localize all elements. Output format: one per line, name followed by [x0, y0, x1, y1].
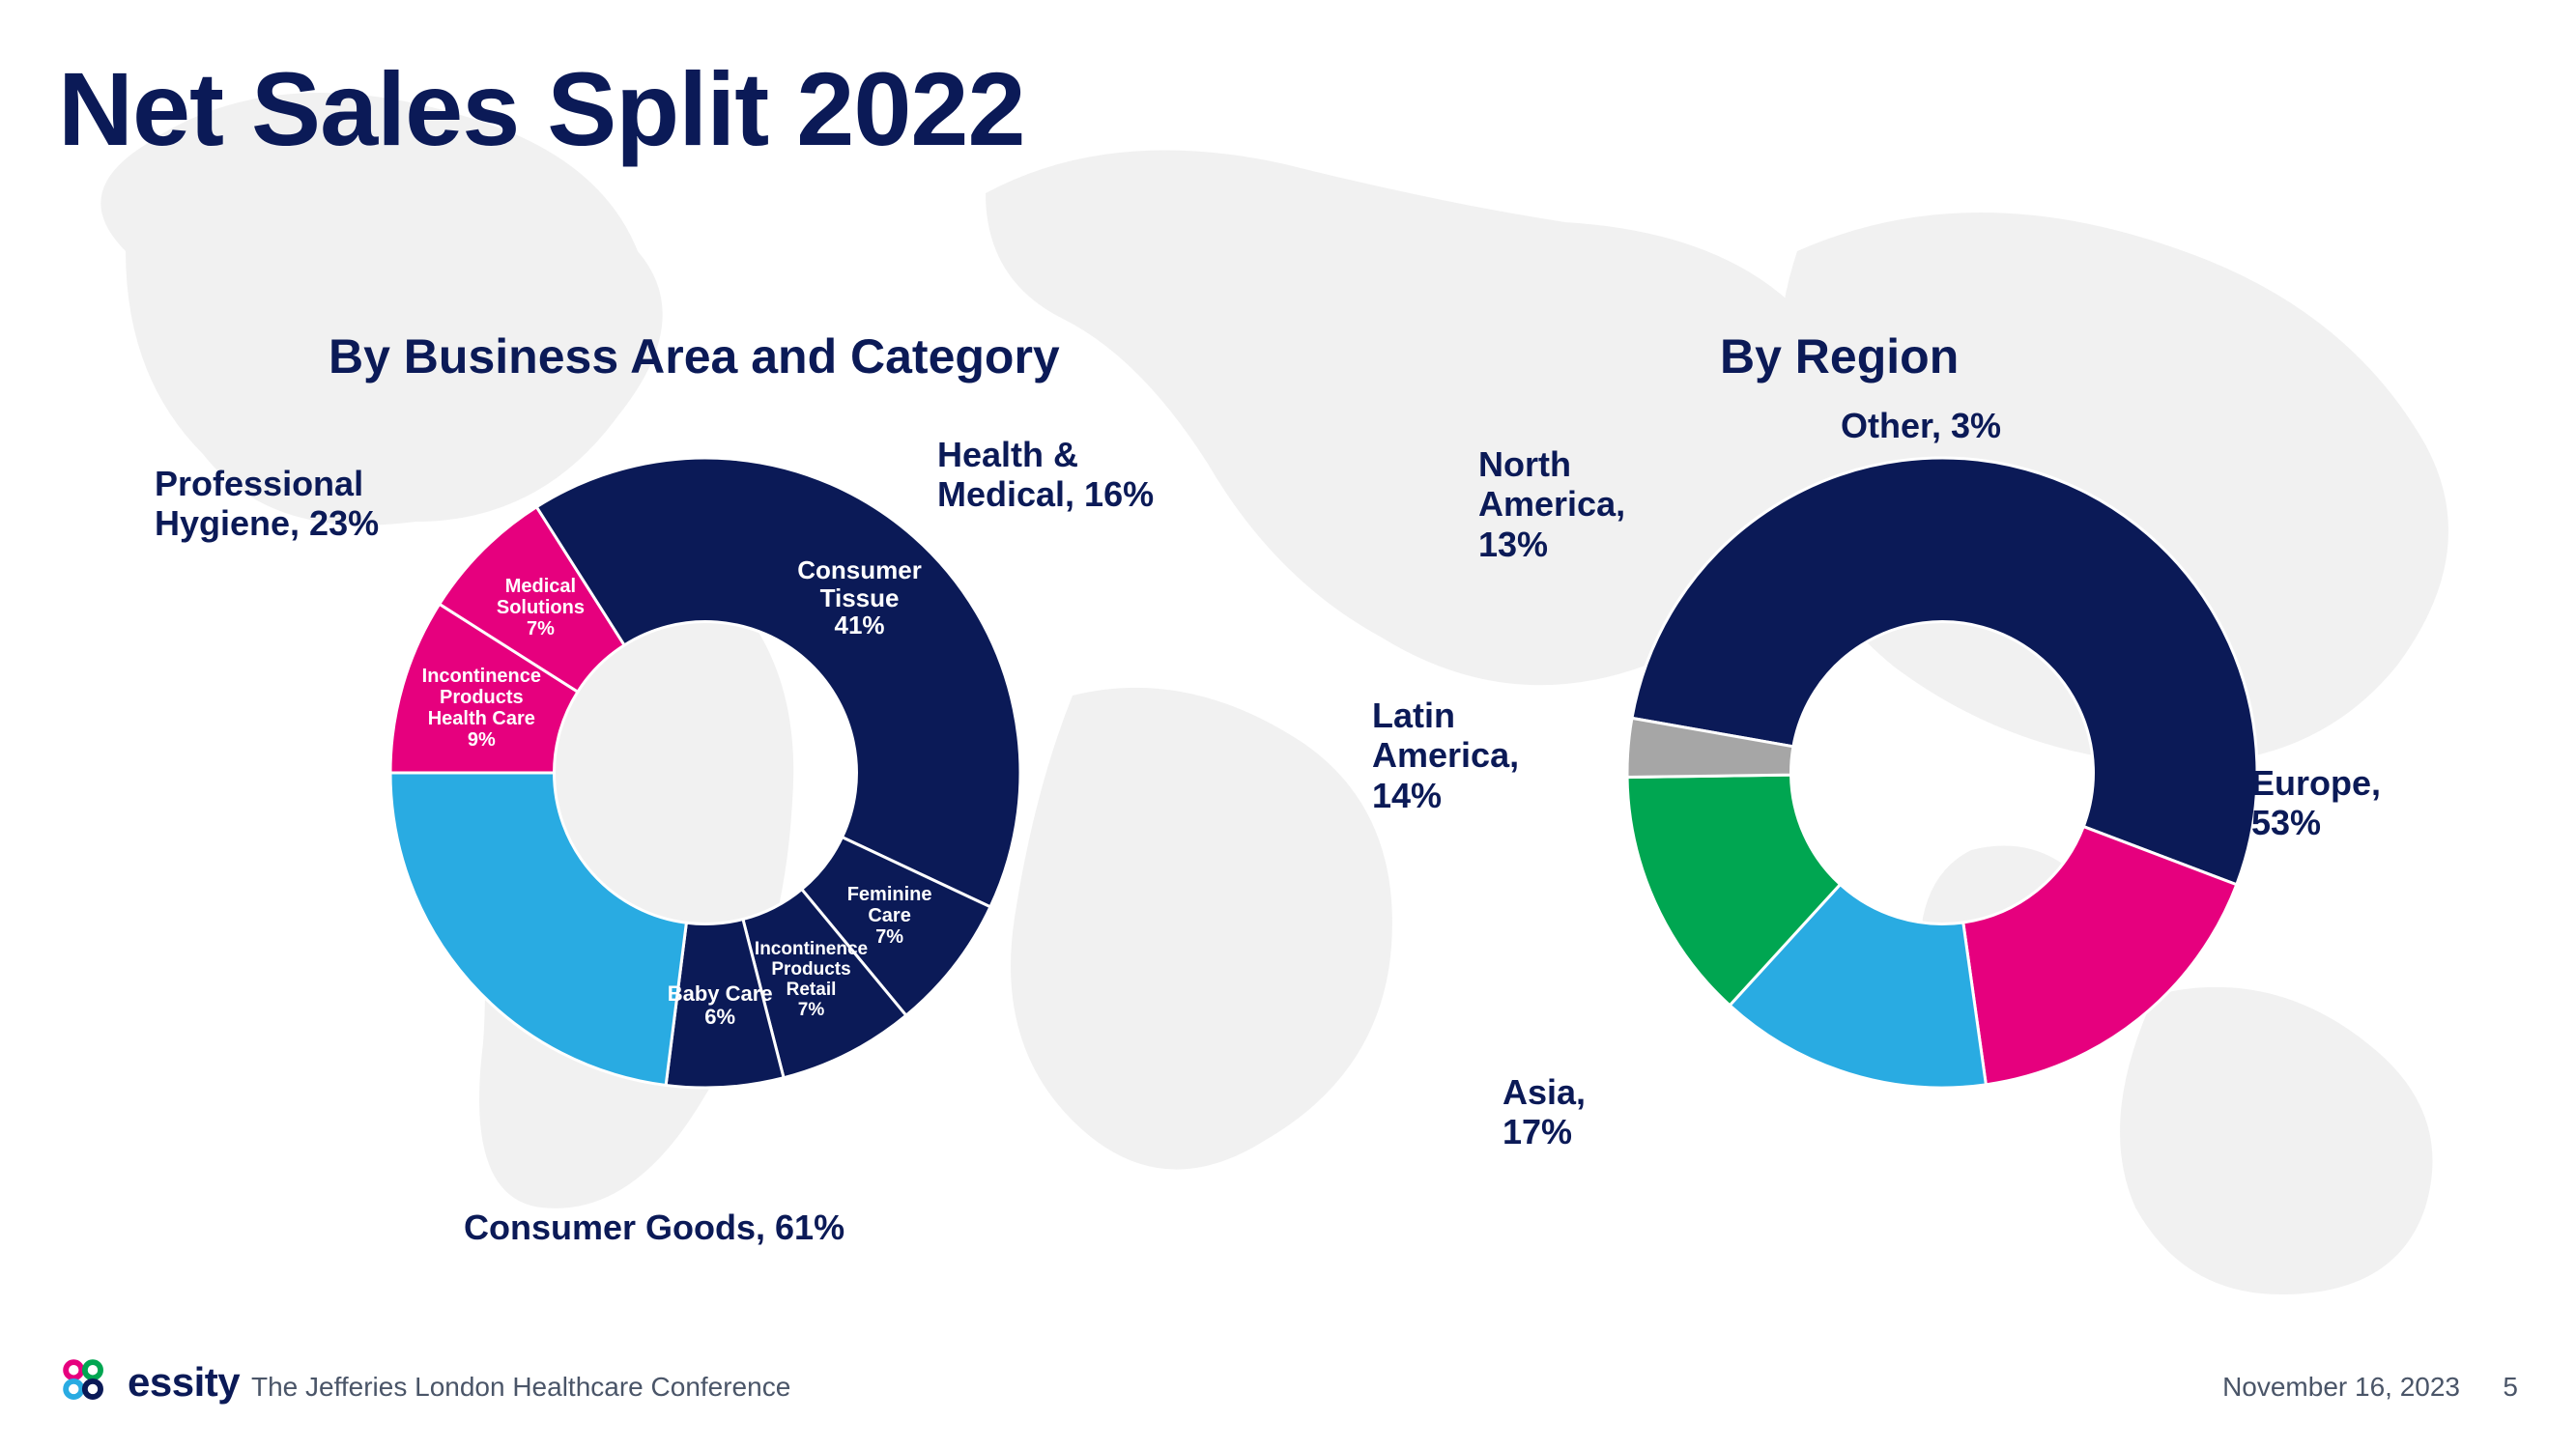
chart-right-title: By Region — [1720, 328, 1959, 384]
footer-page-number: 5 — [2503, 1372, 2518, 1403]
segment-label-baby: Baby Care6% — [668, 982, 773, 1029]
chart-right-label-other: Other, 3% — [1841, 406, 2001, 445]
donut-segment-prof_hyg — [390, 773, 686, 1085]
segment-label-tissue: ConsumerTissue41% — [797, 556, 922, 639]
brand-logo: essity — [58, 1354, 240, 1410]
chart-right-label-nam: NorthAmerica,13% — [1478, 444, 1625, 564]
chart-left-title: By Business Area and Category — [329, 328, 1060, 384]
slide: Net Sales Split 2022 By Business Area an… — [0, 0, 2576, 1449]
footer: essity The Jefferies London Healthcare C… — [0, 1352, 2576, 1410]
chart-left-group-label-0: Health &Medical, 16% — [937, 435, 1154, 515]
donut-chart-region — [1623, 454, 2261, 1092]
donut-chart-business-area: IncontinenceProductsHealth Care9% Medical… — [386, 454, 1024, 1092]
brand-name: essity — [128, 1359, 240, 1406]
segment-label-fem_care: FeminineCare7% — [847, 884, 932, 948]
footer-conference: The Jefferies London Healthcare Conferen… — [251, 1372, 790, 1403]
chart-right-label-latam: LatinAmerica,14% — [1372, 696, 1519, 815]
essity-logo-icon — [58, 1354, 114, 1410]
chart-right-label-europe: Europe,53% — [2251, 763, 2381, 843]
page-title: Net Sales Split 2022 — [58, 48, 1025, 169]
footer-date: November 16, 2023 — [2222, 1372, 2460, 1403]
segment-label-med_sol: MedicalSolutions7% — [497, 576, 585, 639]
donut-segment-tissue — [536, 458, 1020, 907]
chart-left-group-label-2: ProfessionalHygiene, 23% — [155, 464, 379, 544]
segment-label-inc_hc: IncontinenceProductsHealth Care9% — [422, 666, 541, 751]
chart-left-group-label-1: Consumer Goods, 61% — [464, 1208, 844, 1247]
chart-right-label-asia: Asia,17% — [1503, 1072, 1586, 1152]
